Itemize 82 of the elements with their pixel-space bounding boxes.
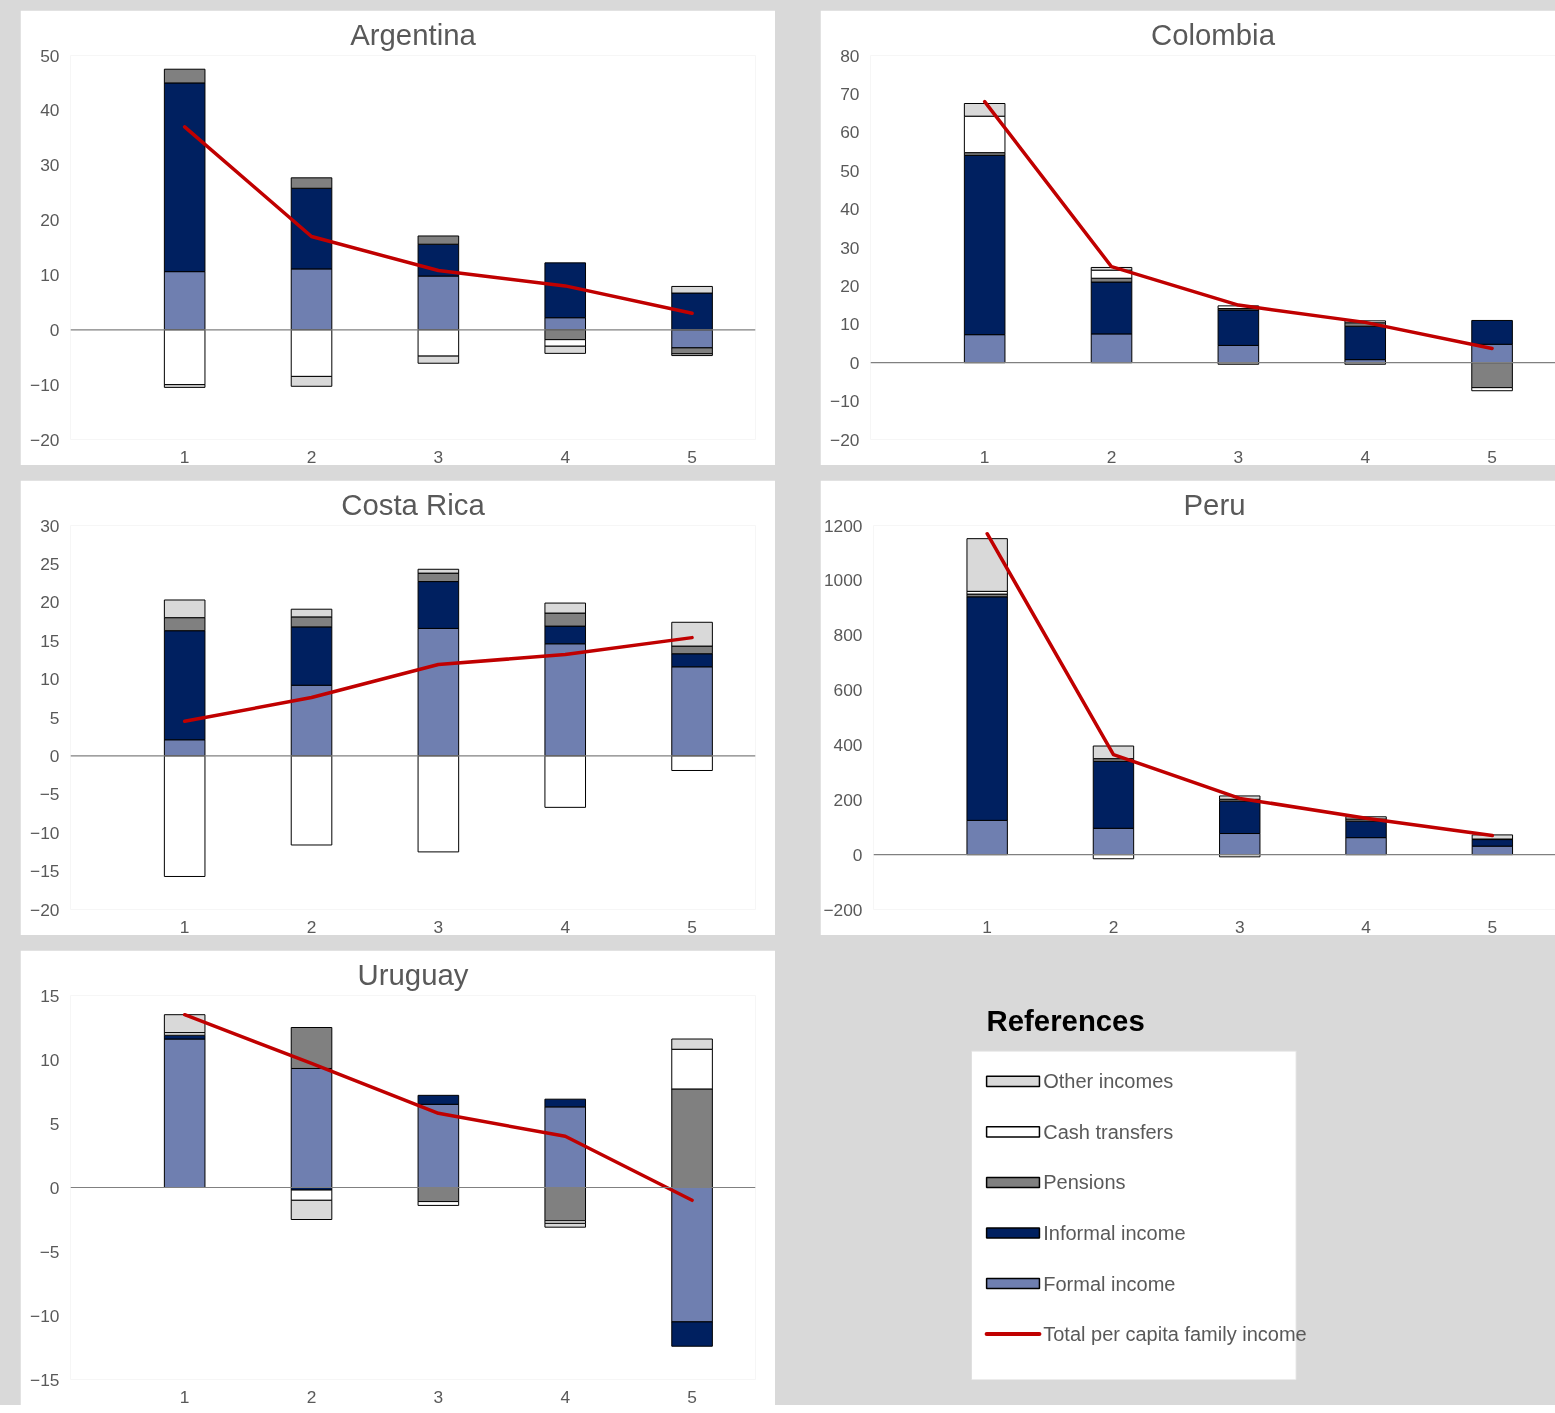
x-tick-label: 1 — [179, 446, 190, 467]
y-tick-label: −20 — [830, 429, 860, 450]
x-tick-label: 1 — [179, 916, 190, 937]
y-tick-label: 5 — [49, 707, 60, 728]
y-tick-label: 800 — [833, 625, 863, 646]
x-tick-label: 1 — [979, 446, 990, 467]
y-tick-label: 20 — [40, 592, 60, 613]
x-tick-label: 2 — [1108, 916, 1119, 937]
y-tick-label: 10 — [40, 1049, 60, 1070]
legend-label: Formal income — [1043, 1272, 1176, 1295]
x-tick-label: 4 — [560, 916, 571, 937]
x-tick-label: 5 — [1487, 916, 1498, 937]
chart-title: Uruguay — [357, 957, 469, 991]
x-tick-label: 5 — [687, 1386, 697, 1407]
y-tick-label: 40 — [840, 199, 860, 220]
y-tick-label: 30 — [40, 155, 60, 176]
y-tick-label: 15 — [40, 985, 60, 1006]
x-tick-label: 1 — [982, 916, 992, 937]
y-tick-label: 1200 — [823, 515, 863, 536]
y-tick-label: 600 — [833, 680, 863, 701]
y-tick-label: 60 — [840, 122, 860, 143]
y-tick-label: 30 — [40, 515, 60, 536]
y-tick-label: 0 — [49, 319, 60, 340]
legend-label: Cash transfers — [1043, 1120, 1174, 1143]
y-tick-label: 200 — [833, 789, 863, 810]
y-tick-label: −20 — [30, 899, 60, 920]
y-tick-label: 10 — [40, 669, 60, 690]
y-tick-label: −10 — [30, 1305, 60, 1326]
y-tick-label: 70 — [840, 83, 860, 104]
y-tick-label: −5 — [39, 784, 60, 805]
y-tick-label: 20 — [840, 275, 860, 296]
y-tick-label: 80 — [840, 45, 860, 66]
x-tick-label: 2 — [306, 446, 317, 467]
x-tick-label: 5 — [687, 916, 697, 937]
x-tick-label: 2 — [306, 916, 317, 937]
x-tick-label: 1 — [179, 1386, 190, 1407]
y-tick-label: −15 — [30, 861, 60, 882]
y-tick-label: −10 — [830, 391, 860, 412]
x-tick-label: 3 — [433, 916, 444, 937]
x-tick-label: 4 — [1360, 446, 1371, 467]
legend-label: Total per capita family income — [1043, 1323, 1307, 1346]
y-tick-label: 20 — [40, 210, 60, 231]
y-tick-label: −20 — [30, 429, 60, 450]
y-tick-label: −15 — [30, 1369, 60, 1390]
legend-label: Pensions — [1043, 1171, 1126, 1194]
y-tick-label: −10 — [30, 822, 60, 843]
y-tick-label: 400 — [833, 734, 863, 755]
y-tick-label: −5 — [39, 1241, 60, 1262]
x-tick-label: 3 — [433, 1386, 444, 1407]
y-tick-label: 0 — [49, 745, 60, 766]
legend-label: Other incomes — [1043, 1070, 1174, 1093]
y-tick-label: 15 — [40, 630, 60, 651]
x-tick-label: 5 — [687, 446, 697, 467]
legend-label: Informal income — [1043, 1221, 1186, 1244]
y-tick-label: 10 — [840, 314, 860, 335]
y-tick-label: 50 — [40, 45, 60, 66]
y-tick-label: 1000 — [823, 570, 863, 591]
y-tick-label: 0 — [852, 844, 863, 865]
y-tick-label: 25 — [40, 553, 60, 574]
x-tick-label: 3 — [1234, 916, 1245, 937]
x-tick-label: 3 — [1233, 446, 1244, 467]
chart-title: Colombia — [1151, 17, 1276, 51]
legend-title: References — [986, 1004, 1145, 1038]
y-tick-label: 40 — [40, 100, 60, 121]
y-tick-label: 10 — [40, 264, 60, 285]
chart-title: Costa Rica — [341, 487, 486, 521]
y-tick-label: −200 — [823, 899, 863, 920]
y-tick-label: 5 — [49, 1113, 60, 1134]
x-tick-label: 4 — [560, 1386, 571, 1407]
x-tick-label: 4 — [560, 446, 571, 467]
x-tick-label: 2 — [1106, 446, 1117, 467]
x-tick-label: 4 — [1361, 916, 1372, 937]
x-tick-label: 2 — [306, 1386, 317, 1407]
y-tick-label: 30 — [840, 237, 860, 258]
x-tick-label: 3 — [433, 446, 444, 467]
y-tick-label: 0 — [849, 352, 860, 373]
y-tick-label: −10 — [30, 374, 60, 395]
chart-title: Argentina — [350, 17, 477, 51]
y-tick-label: 0 — [49, 1177, 60, 1198]
y-tick-label: 50 — [840, 160, 860, 181]
chart-title: Peru — [1183, 487, 1246, 521]
x-tick-label: 5 — [1487, 446, 1497, 467]
